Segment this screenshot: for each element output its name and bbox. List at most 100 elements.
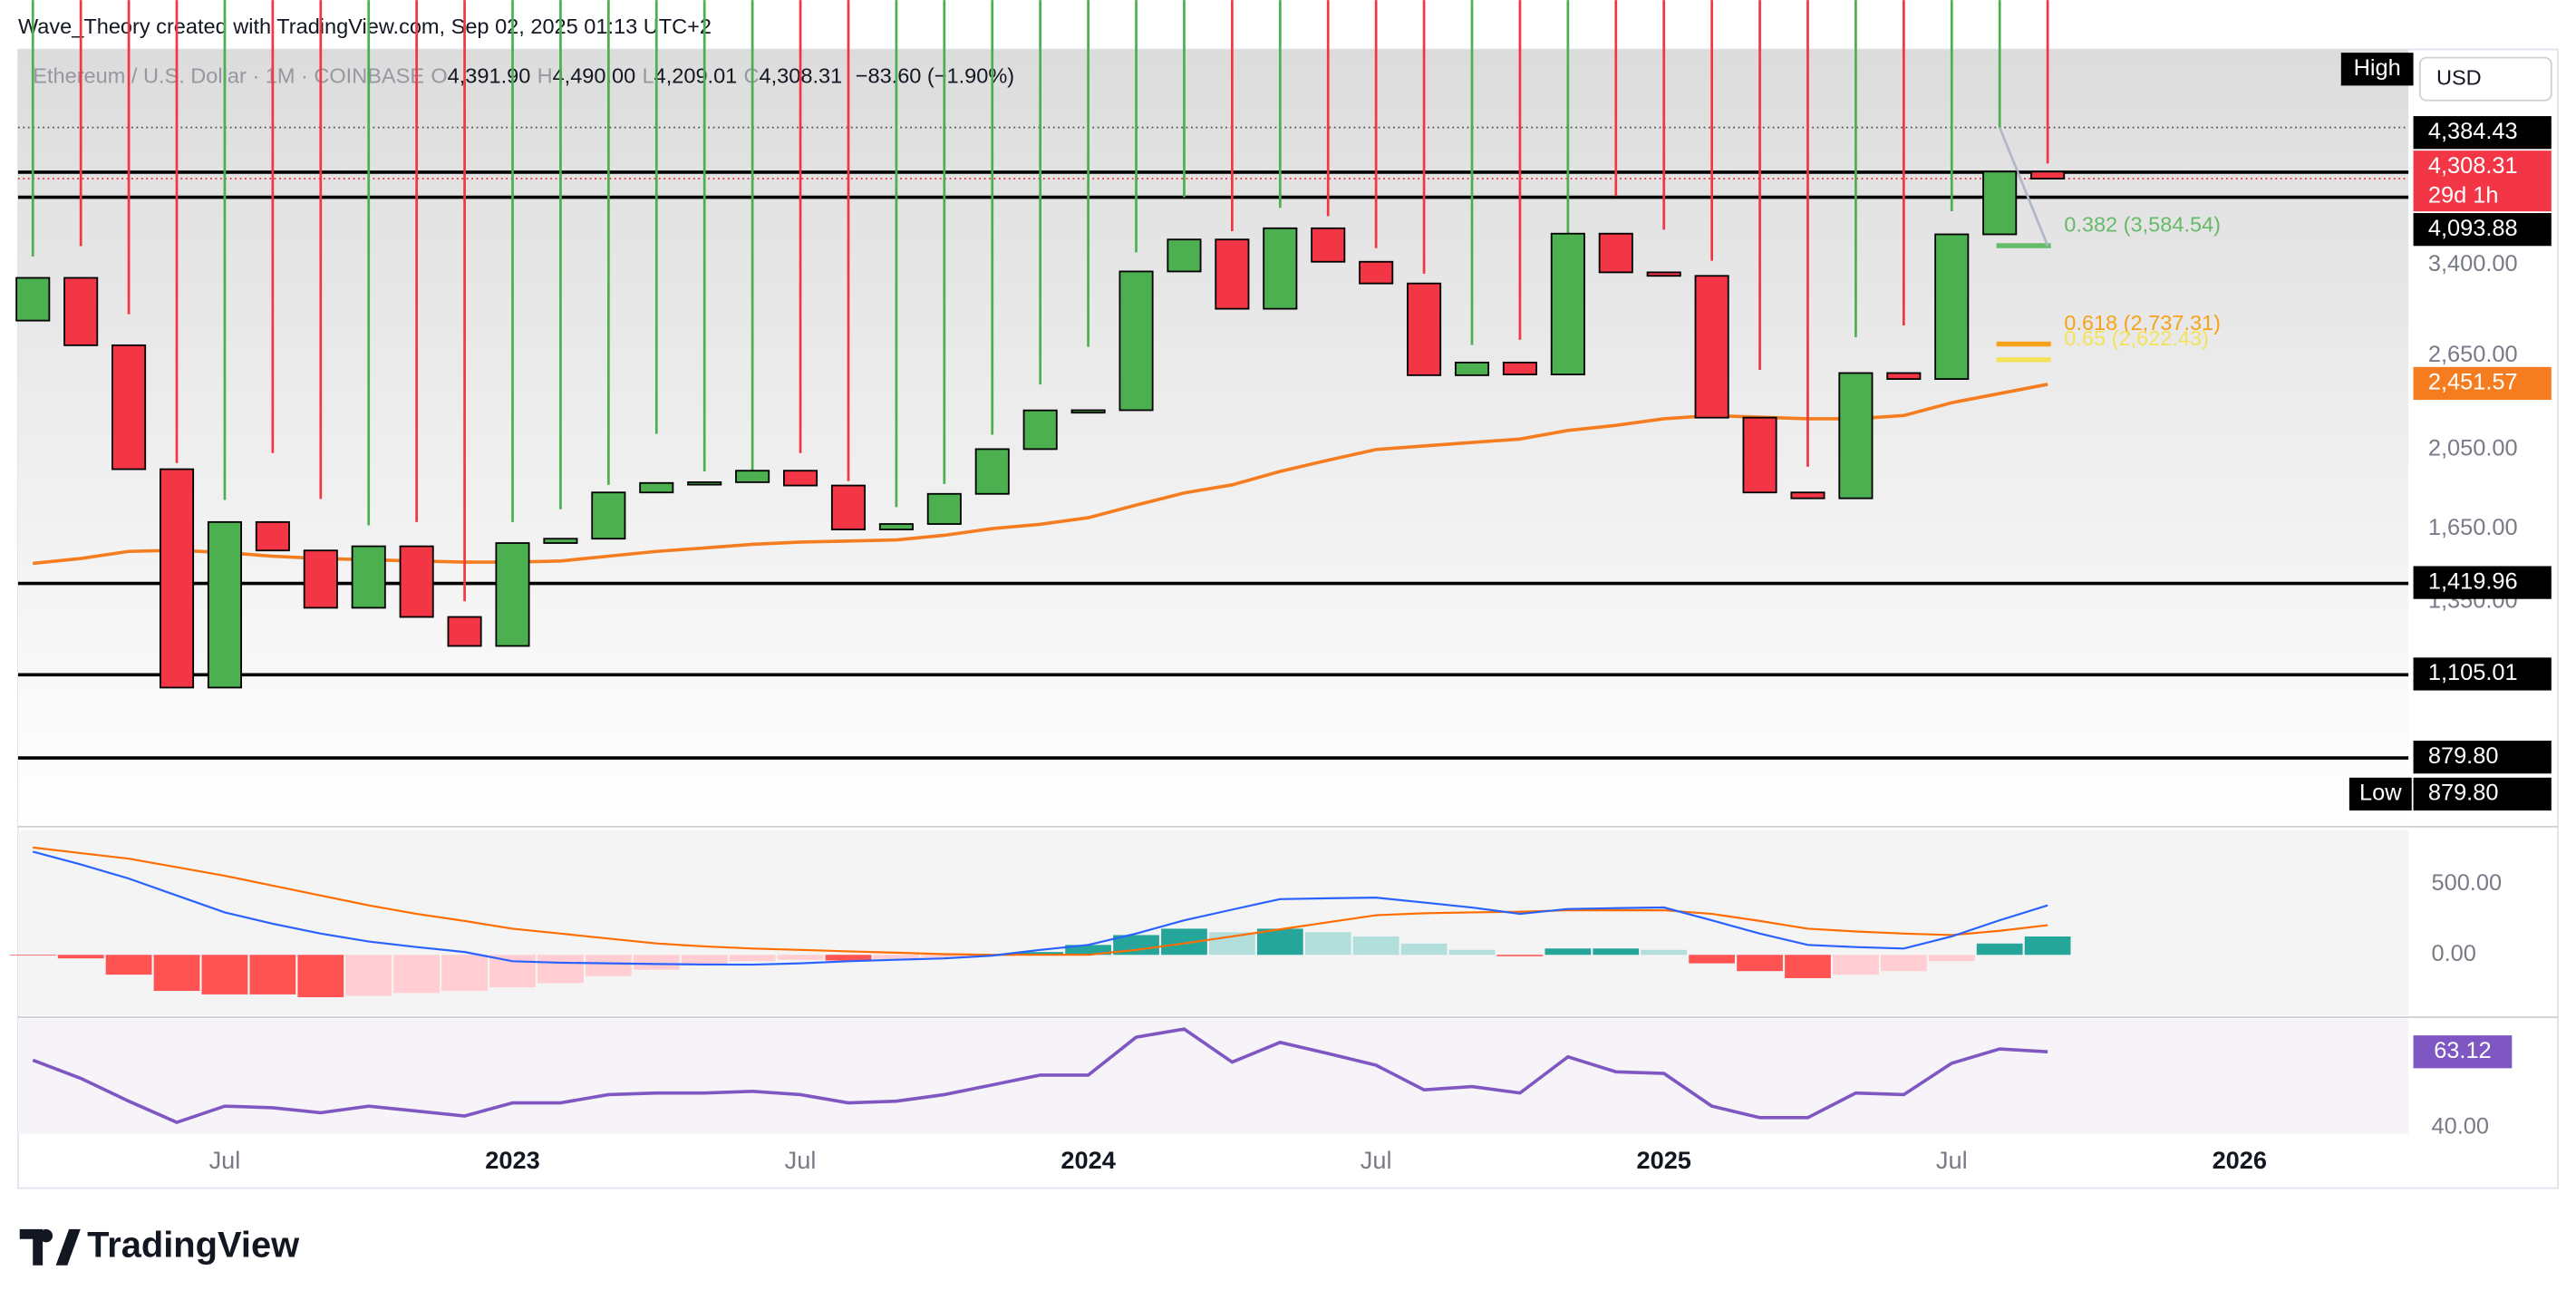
price-box (2413, 213, 2552, 247)
candle-body (1982, 170, 2018, 236)
x-tick-label: 2025 (1636, 1146, 1690, 1174)
fib-trend (1998, 127, 2049, 247)
candle-body (495, 542, 530, 647)
macd-histogram (1976, 943, 2023, 956)
macd-histogram (297, 955, 344, 998)
rsi-last-label: 63.12 (2434, 1038, 2491, 1063)
low-tag-label: Low (2359, 781, 2402, 806)
quote-value: 4,490.00 (553, 64, 636, 88)
macd-histogram (1641, 949, 1688, 956)
price-box (2413, 657, 2552, 691)
price-box-label: 29d 1h (2428, 183, 2499, 209)
y-tick-label: 1,650.00 (2428, 515, 2518, 540)
macd-histogram (537, 955, 584, 984)
quote-value: 4,209.01 (654, 64, 738, 88)
rsi-tick-label: 40.00 (2432, 1113, 2489, 1139)
y-tick-label: 2,050.00 (2428, 435, 2518, 461)
x-tick-label: Jul (785, 1146, 817, 1174)
candle-body (1167, 238, 1202, 273)
candle-body (543, 538, 578, 544)
macd-tick-label: 0.00 (2432, 941, 2476, 966)
high-label: High (2354, 55, 2401, 81)
low-box-label: 879.80 (2428, 781, 2499, 806)
macd-histogram (1928, 955, 1975, 962)
macd-histogram (1065, 945, 1111, 956)
fib-label: 0.65 (2,622.43) (2064, 326, 2209, 350)
price-box-label: 1,105.01 (2428, 660, 2518, 685)
macd-histogram (441, 955, 488, 992)
macd-histogram (873, 955, 920, 959)
low-tag (2348, 777, 2412, 811)
candle-body (1838, 372, 1874, 500)
candle-body (687, 480, 722, 486)
price-box-label: 2,451.57 (2428, 370, 2518, 395)
candle-body (1934, 233, 1970, 380)
macd-histogram (633, 955, 680, 970)
candle-body (735, 470, 770, 483)
candle-body (63, 276, 99, 346)
candle-body (1311, 227, 1346, 263)
price-box (2413, 116, 2552, 150)
y-tick-label: 3,400.00 (2428, 251, 2518, 276)
macd-histogram (201, 955, 248, 994)
candle-body (1263, 227, 1298, 310)
rsi-pane (17, 1018, 2409, 1134)
quote-key: O (431, 64, 447, 88)
macd-histogram (57, 955, 104, 959)
rsi-last-box (2413, 1035, 2513, 1069)
candle-body (1022, 409, 1058, 451)
caption: Wave_Theory created with TradingView.com… (18, 15, 712, 38)
macd-histogram (1304, 932, 1351, 956)
currency[interactable]: USD (2436, 65, 2482, 89)
price-box (2413, 741, 2552, 774)
macd-histogram (1880, 955, 1927, 972)
macd-histogram (393, 955, 441, 994)
candle-body (1886, 372, 1922, 380)
price-box-label: 879.80 (2428, 743, 2499, 769)
rsi-line (32, 1027, 2048, 1125)
macd-histogram (825, 955, 872, 961)
candle-body (1598, 232, 1633, 274)
candle-body (830, 484, 867, 530)
macd-histogram (681, 955, 728, 965)
macd-line (32, 850, 2048, 966)
candle-body (1742, 416, 1777, 494)
candle-body (591, 491, 626, 540)
candle-body (2030, 170, 2066, 179)
macd-histogram (1113, 935, 1159, 956)
currency-button[interactable] (2418, 56, 2552, 102)
price-box (2413, 366, 2552, 401)
macd-histogram (777, 955, 824, 960)
x-tick-label: 2023 (485, 1146, 539, 1174)
candle-body (926, 492, 962, 525)
tv-logo: TradingView (19, 1225, 300, 1266)
quote-value: 4,391.90 (448, 64, 531, 88)
candle-body (1502, 361, 1537, 375)
candle-body (1550, 232, 1585, 375)
macd-histogram (1256, 928, 1303, 956)
candle-body (447, 616, 482, 647)
candle-body (1119, 270, 1154, 412)
symbol: Ethereum / U.S. Dollar · 1M · COINBASE (33, 64, 424, 88)
macd-histogram (1496, 955, 1544, 956)
price-pane (17, 49, 2409, 826)
price-box-label: 4,093.88 (2428, 216, 2518, 241)
macd-histogram (1352, 936, 1399, 956)
candle-body (399, 545, 434, 618)
brand: TradingView (87, 1225, 300, 1265)
price-box-label: 4,308.31 (2428, 153, 2518, 179)
candle-body (159, 468, 195, 689)
macd-histogram (489, 955, 536, 988)
candle-body (303, 549, 338, 609)
candle-body (1215, 238, 1250, 310)
price-box (2413, 150, 2552, 212)
candle-body (1359, 260, 1394, 285)
macd-histogram (345, 955, 392, 996)
macd-histogram (1689, 955, 1735, 964)
y-tick-label: 2,650.00 (2428, 342, 2518, 367)
macd-histogram (1737, 955, 1783, 972)
macd-tick-label: 500.00 (2432, 870, 2503, 896)
macd-histogram (105, 955, 152, 975)
change: −83.60 (−1.90%) (856, 64, 1014, 88)
